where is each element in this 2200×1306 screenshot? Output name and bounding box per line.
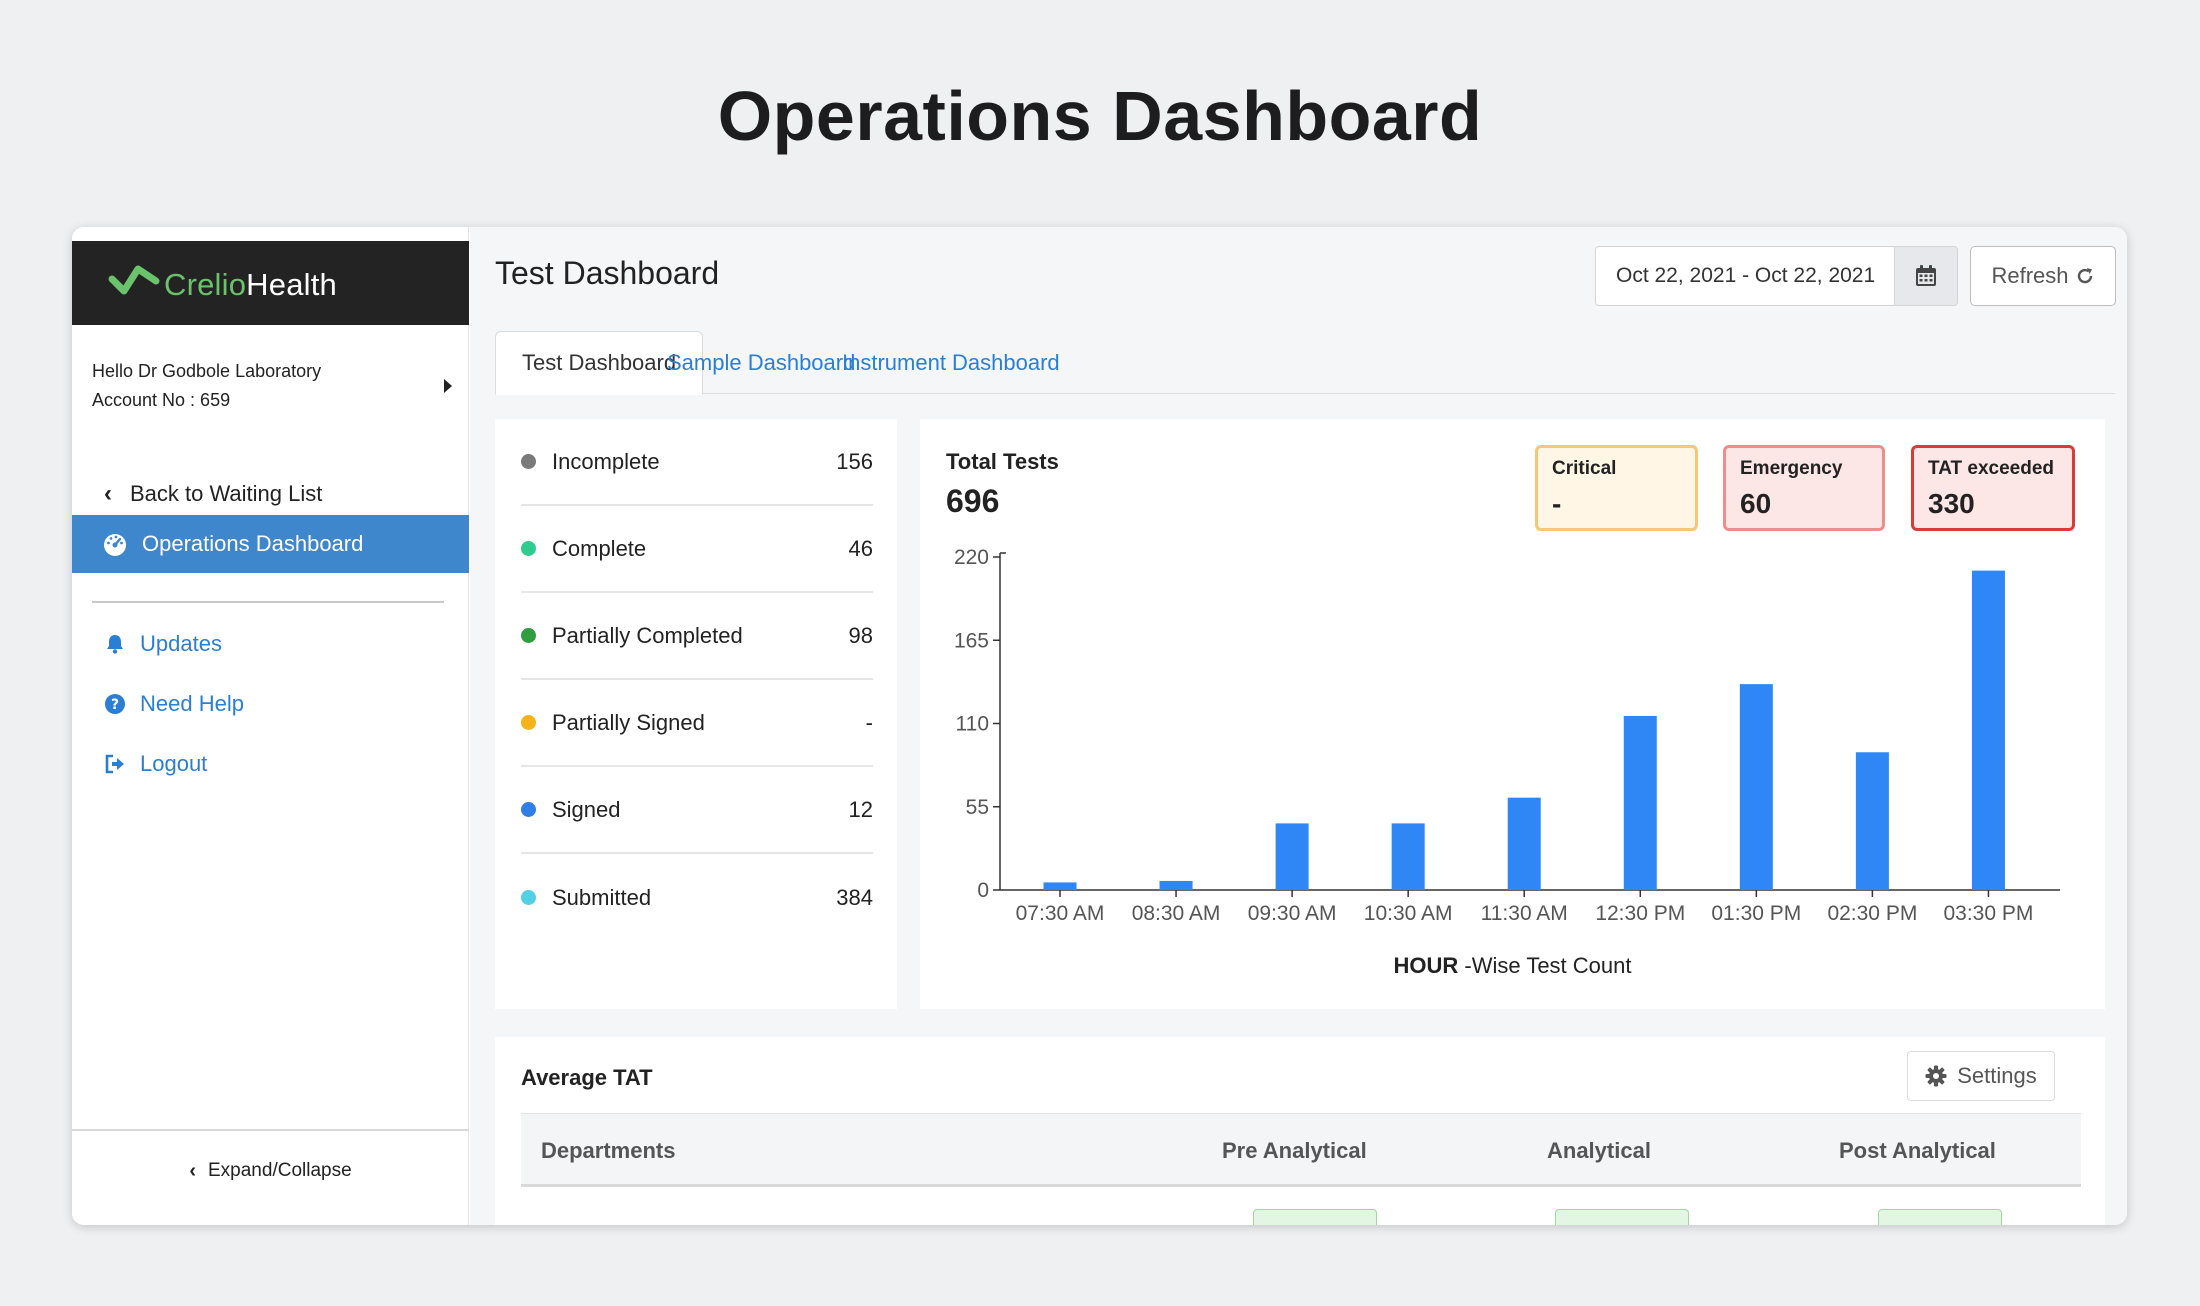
x-tick-label: 01:30 PM bbox=[1711, 902, 1801, 925]
status-count: 12 bbox=[848, 796, 873, 822]
status-summary-card: Incomplete 156 Complete 46 Partially Com… bbox=[495, 419, 897, 1009]
tat-value-pill bbox=[1878, 1209, 2002, 1225]
dashboard-gauge-icon bbox=[104, 534, 126, 556]
tat-table-header: Departments Pre Analytical Analytical Po… bbox=[521, 1113, 2081, 1187]
settings-button[interactable]: Settings bbox=[1907, 1051, 2055, 1101]
status-count: 384 bbox=[836, 884, 873, 910]
caret-right-icon bbox=[444, 379, 452, 393]
tat-exceeded-badge[interactable]: TAT exceeded 330 bbox=[1911, 445, 2075, 531]
status-row-signed[interactable]: Signed 12 bbox=[521, 767, 873, 854]
column-analytical[interactable]: Analytical bbox=[1547, 1138, 1651, 1163]
bar-1130am bbox=[1507, 797, 1541, 890]
sidebar-item-operations-dashboard[interactable]: Operations Dashboard bbox=[72, 515, 469, 573]
calendar-icon bbox=[1916, 265, 1936, 286]
status-dot bbox=[521, 541, 536, 556]
sidebar-item-logout[interactable]: Logout bbox=[72, 739, 469, 789]
refresh-icon bbox=[2077, 268, 2092, 284]
status-dot bbox=[521, 890, 536, 905]
bar-0930am bbox=[1275, 823, 1309, 890]
critical-badge[interactable]: Critical - bbox=[1535, 445, 1698, 531]
status-dot bbox=[521, 802, 536, 817]
average-tat-card: Average TAT Setti bbox=[495, 1037, 2105, 1225]
sidebar-item-updates[interactable]: Updates bbox=[72, 619, 469, 669]
x-tick-label: 08:30 AM bbox=[1132, 902, 1221, 925]
status-count: 46 bbox=[848, 535, 873, 561]
total-tests-value: 696 bbox=[946, 483, 1000, 519]
chevron-left-icon: ‹ bbox=[104, 480, 112, 507]
total-tests-chart-card: Total Tests 696 Critical - Emergency 60 … bbox=[920, 419, 2105, 1009]
bar-0330pm bbox=[1971, 570, 2005, 890]
status-count: 98 bbox=[848, 622, 873, 648]
total-tests-label: Total Tests bbox=[946, 449, 1059, 474]
tab-test-dashboard[interactable]: Test Dashboard bbox=[495, 331, 704, 395]
y-tick-label: 0 bbox=[977, 879, 989, 902]
bar-0830am bbox=[1159, 880, 1193, 890]
bar-0230pm bbox=[1855, 752, 1889, 890]
main-content: Test Dashboard Oct 22, 2021 - Oct 22, 20… bbox=[470, 227, 2127, 1225]
app-window: CrelioHealth Hello Dr Godbole Laboratory… bbox=[72, 227, 2127, 1225]
bar-1230pm bbox=[1623, 715, 1657, 890]
column-post-analytical[interactable]: Post Analytical bbox=[1839, 1138, 1996, 1163]
status-row-submitted[interactable]: Submitted 384 bbox=[521, 854, 873, 941]
page-title: Operations Dashboard bbox=[717, 77, 1483, 155]
tat-value-pill bbox=[1555, 1209, 1689, 1225]
tab-instrument-dashboard[interactable]: Instrument Dashboard bbox=[842, 349, 1060, 375]
date-range-input[interactable]: Oct 22, 2021 - Oct 22, 2021 bbox=[1595, 246, 1895, 306]
x-tick-label: 11:30 AM bbox=[1481, 902, 1568, 925]
logo-text: CrelioHealth bbox=[164, 267, 337, 302]
sidebar-item-need-help[interactable]: ? Need Help bbox=[72, 679, 469, 729]
bar-1030am bbox=[1391, 823, 1425, 890]
x-tick-label: 03:30 PM bbox=[1943, 902, 2033, 925]
sidebar: CrelioHealth Hello Dr Godbole Laboratory… bbox=[72, 227, 469, 1225]
account-info[interactable]: Hello Dr Godbole Laboratory Account No :… bbox=[92, 357, 452, 415]
column-departments[interactable]: Departments bbox=[541, 1138, 676, 1163]
status-row-partially-signed[interactable]: Partially Signed - bbox=[521, 680, 873, 767]
column-pre-analytical[interactable]: Pre Analytical bbox=[1222, 1138, 1367, 1163]
y-tick-label: 220 bbox=[954, 546, 989, 569]
tat-value-pill bbox=[1253, 1209, 1377, 1225]
status-row-incomplete[interactable]: Incomplete 156 bbox=[521, 419, 873, 506]
greeting-text: Hello Dr Godbole Laboratory bbox=[92, 361, 322, 381]
tab-sample-dashboard[interactable]: Sample Dashboard bbox=[667, 349, 856, 375]
x-tick-label: 12:30 PM bbox=[1595, 902, 1685, 925]
status-dot bbox=[521, 454, 536, 469]
average-tat-title: Average TAT bbox=[521, 1065, 653, 1090]
main-title: Test Dashboard bbox=[495, 255, 720, 291]
bar-0130pm bbox=[1739, 684, 1773, 890]
x-tick-label: 07:30 AM bbox=[1016, 902, 1105, 925]
x-tick-label: 02:30 PM bbox=[1827, 902, 1917, 925]
svg-text:?: ? bbox=[111, 697, 119, 713]
checkmark-logo-icon bbox=[108, 265, 160, 295]
expand-collapse-button[interactable]: ‹ Expand/Collapse bbox=[72, 1129, 469, 1211]
x-tick-label: 09:30 AM bbox=[1248, 902, 1337, 925]
bell-icon bbox=[107, 635, 123, 654]
status-dot bbox=[521, 628, 536, 643]
emergency-badge[interactable]: Emergency 60 bbox=[1723, 445, 1885, 531]
gear-icon bbox=[1925, 1065, 1947, 1087]
status-dot bbox=[521, 715, 536, 730]
refresh-button[interactable]: Refresh bbox=[1970, 246, 2116, 306]
status-count: 156 bbox=[836, 448, 873, 474]
logout-icon bbox=[105, 754, 124, 774]
dashboard-tabs: Test Dashboard Sample Dashboard Instrume… bbox=[495, 331, 2115, 395]
sidebar-divider bbox=[92, 601, 444, 603]
back-to-waiting-list-link[interactable]: ‹ Back to Waiting List bbox=[104, 480, 323, 507]
status-row-partially-completed[interactable]: Partially Completed 98 bbox=[521, 593, 873, 680]
y-tick-label: 110 bbox=[956, 713, 989, 736]
chart-x-axis-label: HOUR -Wise Test Count bbox=[1393, 953, 1632, 978]
chevron-left-icon: ‹ bbox=[189, 1159, 196, 1182]
hour-wise-bar-chart: 0 55 110 165 220 07:30 AM 08:30 AM 09:30 AM 10:3… bbox=[954, 546, 2060, 925]
status-row-complete[interactable]: Complete 46 bbox=[521, 506, 873, 593]
x-tick-label: 10:30 AM bbox=[1364, 902, 1453, 925]
logo-bar[interactable]: CrelioHealth bbox=[72, 241, 469, 325]
calendar-button[interactable] bbox=[1894, 246, 1958, 306]
y-tick-label: 165 bbox=[954, 629, 989, 652]
question-icon: ? bbox=[105, 694, 125, 714]
status-count: - bbox=[865, 709, 873, 735]
bar-0730am bbox=[1043, 882, 1077, 890]
y-tick-label: 55 bbox=[966, 796, 989, 819]
account-number: Account No : 659 bbox=[92, 390, 231, 410]
